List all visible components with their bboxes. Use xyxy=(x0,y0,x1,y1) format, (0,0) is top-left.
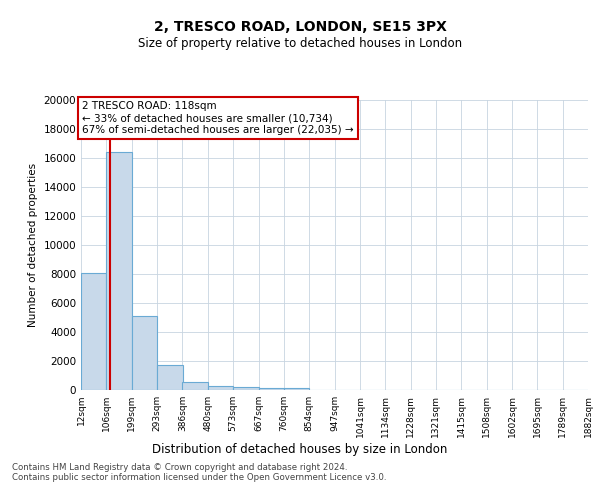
Bar xyxy=(132,316,157,390)
Text: Distribution of detached houses by size in London: Distribution of detached houses by size … xyxy=(152,442,448,456)
Text: Contains public sector information licensed under the Open Government Licence v3: Contains public sector information licen… xyxy=(12,472,386,482)
Y-axis label: Number of detached properties: Number of detached properties xyxy=(28,163,38,327)
Bar xyxy=(157,364,182,390)
Text: 2 TRESCO ROAD: 118sqm
← 33% of detached houses are smaller (10,734)
67% of semi-: 2 TRESCO ROAD: 118sqm ← 33% of detached … xyxy=(82,102,353,134)
Bar xyxy=(284,388,309,390)
Bar xyxy=(106,152,132,390)
Bar xyxy=(81,274,106,390)
Text: 2, TRESCO ROAD, LONDON, SE15 3PX: 2, TRESCO ROAD, LONDON, SE15 3PX xyxy=(154,20,446,34)
Bar xyxy=(233,387,259,390)
Bar xyxy=(208,386,233,390)
Bar xyxy=(182,382,208,390)
Bar xyxy=(259,388,284,390)
Text: Size of property relative to detached houses in London: Size of property relative to detached ho… xyxy=(138,38,462,51)
Text: Contains HM Land Registry data © Crown copyright and database right 2024.: Contains HM Land Registry data © Crown c… xyxy=(12,462,347,471)
